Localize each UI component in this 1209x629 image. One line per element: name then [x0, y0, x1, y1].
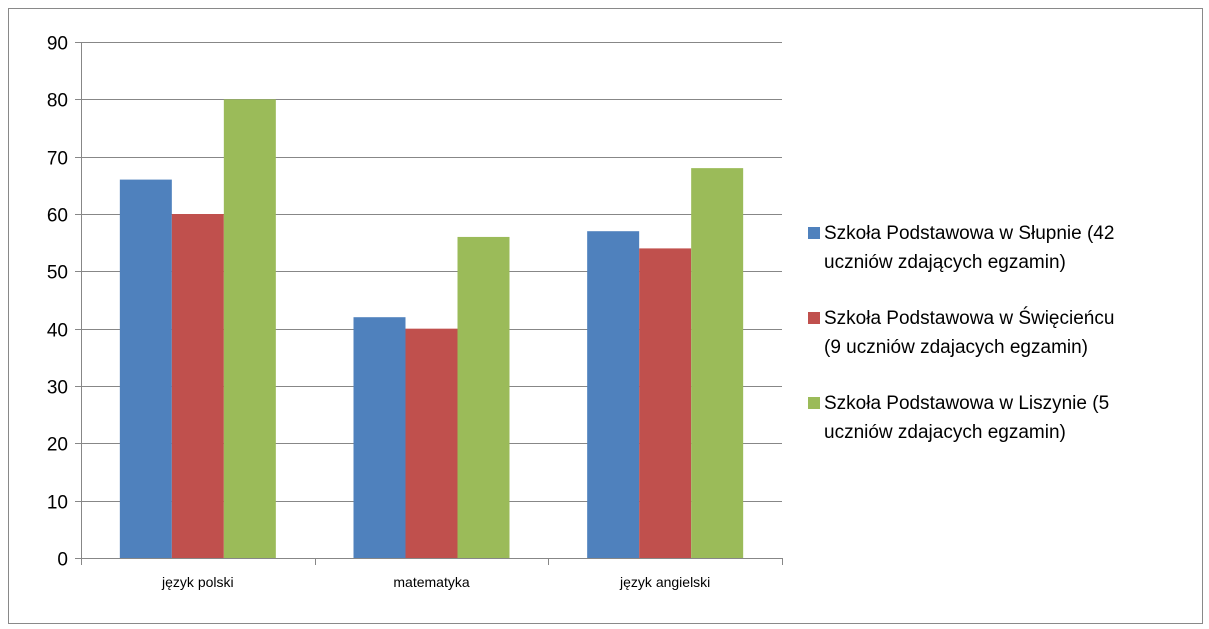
bars [119, 99, 744, 558]
y-tick-label: 70 [47, 149, 68, 170]
y-tick-label: 80 [47, 91, 68, 112]
x-tick-label: język polski [161, 574, 234, 590]
x-tick-label: język angielski [619, 574, 710, 590]
legend-swatch-1 [808, 227, 820, 239]
legend-entry-line: uczniów zdających egzamin) [824, 252, 1066, 273]
bar-series1-cat3 [587, 231, 640, 558]
legend-entry-line: (9 uczniów zdajacych egzamin) [824, 337, 1088, 358]
legend: Szkoła Podstawowa w Słupnie (42 uczniów z… [808, 223, 1114, 443]
legend-swatch-3 [808, 397, 820, 409]
bar-series1-cat1 [119, 179, 172, 558]
legend-entry-line: uczniów zdajacych egzamin) [824, 422, 1066, 443]
y-tick-label: 20 [47, 435, 68, 456]
bar-series3-cat1 [223, 99, 276, 558]
bar-series3-cat2 [457, 236, 510, 558]
legend-entry-1: Szkoła Podstawowa w Słupnie (42 uczniów z… [824, 223, 1114, 273]
y-tick-label: 10 [47, 493, 68, 514]
x-axis-tick-labels: język polski matematyka język angielski [161, 574, 710, 590]
bar-series3-cat3 [691, 168, 744, 558]
bar-series2-cat3 [639, 248, 692, 558]
y-tick-label: 60 [47, 206, 68, 227]
legend-entry-line: Szkoła Podstawowa w Święcieńcu [824, 307, 1114, 329]
y-tick-label: 90 [47, 34, 68, 55]
legend-swatch-2 [808, 312, 820, 324]
bar-series2-cat1 [171, 214, 224, 558]
x-tick-label: matematyka [393, 574, 469, 590]
legend-entry-line: Szkoła Podstawowa w Słupnie (42 [824, 223, 1114, 244]
legend-entry-2: Szkoła Podstawowa w Święcieńcu (9 uczniów… [824, 307, 1114, 358]
bar-series1-cat2 [353, 317, 406, 558]
y-axis-tick-labels: 0 10 20 30 40 50 60 70 80 90 [47, 34, 68, 571]
y-tick-label: 0 [57, 550, 68, 571]
y-tick-label: 30 [47, 378, 68, 399]
legend-entry-3: Szkoła Podstawowa w Liszynie (5 uczniów z… [824, 393, 1109, 443]
bar-series2-cat2 [405, 328, 458, 558]
y-tick-label: 40 [47, 321, 68, 342]
legend-entry-line: Szkoła Podstawowa w Liszynie (5 [824, 393, 1109, 414]
y-tick-label: 50 [47, 263, 68, 284]
axes [75, 42, 783, 565]
